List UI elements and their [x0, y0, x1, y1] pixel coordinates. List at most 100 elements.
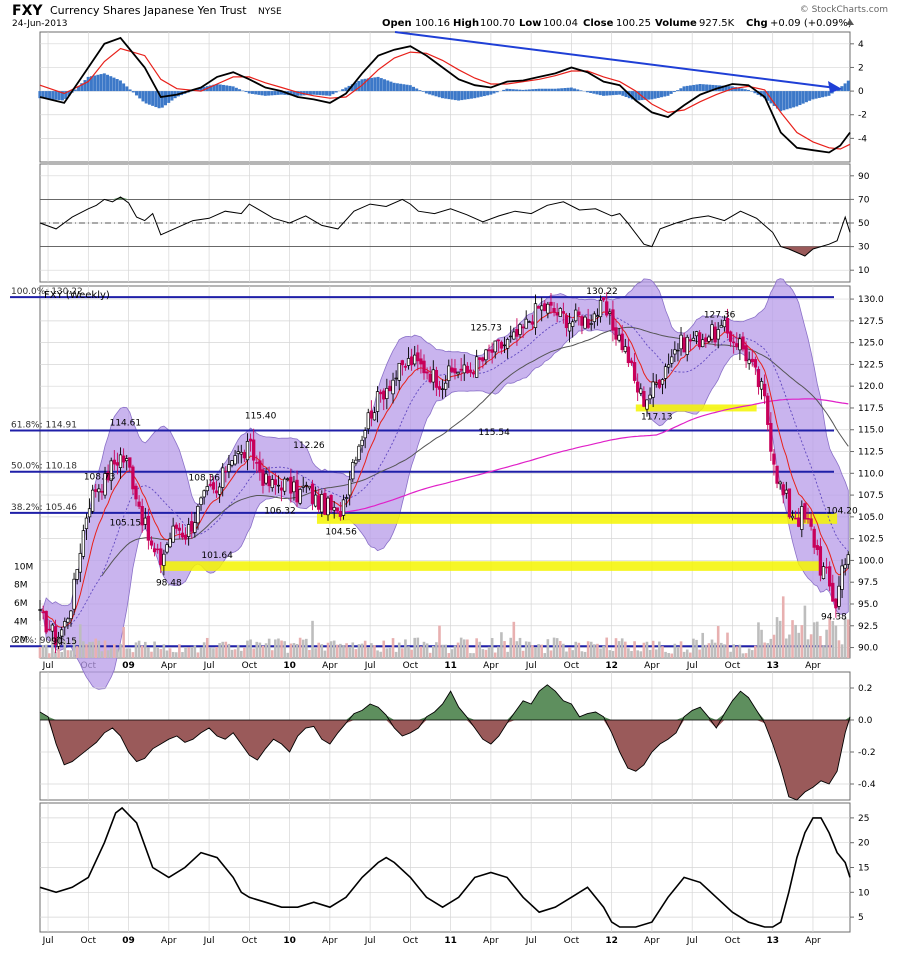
price-annotation: 127.36 [704, 310, 736, 320]
volume-bar [627, 648, 630, 658]
volume-bar [342, 645, 345, 658]
candle-body [801, 507, 804, 530]
volume-bar [763, 643, 766, 658]
price-annotation: 115.40 [245, 411, 277, 421]
candle-body [333, 507, 336, 510]
volume-bar [429, 653, 432, 658]
x-tick-label: Apr [483, 936, 499, 946]
volume-bar [293, 643, 296, 658]
macd-histogram-bar [100, 74, 103, 91]
volume-bar [680, 641, 683, 658]
macd-histogram-bar [415, 88, 418, 91]
volume-bar [810, 634, 813, 658]
y-tick-label: 97.5 [858, 578, 878, 588]
candle-body [206, 487, 209, 491]
x-tick-label: Oct [403, 661, 419, 671]
volume-bar [819, 636, 822, 658]
macd-histogram-bar [702, 84, 705, 91]
macd-histogram-bar [119, 80, 122, 91]
y-tick-label: 30 [858, 243, 870, 253]
candle-body [361, 440, 364, 445]
macd-histogram-bar [554, 89, 557, 91]
candle-body [698, 333, 701, 347]
candle-body [661, 380, 664, 385]
volume-bar [144, 642, 147, 658]
volume-bar [568, 647, 571, 658]
macd-histogram-bar [238, 89, 241, 91]
volume-bar [686, 650, 689, 658]
macd-histogram-bar [692, 85, 695, 91]
candle-body [302, 486, 305, 487]
candle-body [345, 498, 348, 499]
macd-histogram-bar [563, 88, 566, 91]
macd-histogram-bar [322, 91, 325, 95]
macd-histogram-bar [319, 91, 322, 95]
macd-histogram-bar [847, 81, 850, 91]
close-value: 100.25 [616, 18, 651, 29]
candle-body [531, 322, 534, 324]
candle-body [639, 389, 642, 393]
macd-histogram-bar [93, 75, 96, 91]
macd-histogram-bar [802, 91, 805, 104]
macd-histogram-bar [660, 91, 663, 97]
candle-body [200, 498, 203, 505]
volume-bar [813, 622, 816, 658]
volume-bar [838, 640, 841, 658]
volume-bar [841, 644, 844, 658]
volume-bar [379, 652, 382, 658]
volume-bar [779, 621, 782, 658]
volume-bar [389, 648, 392, 658]
volume-tick-label: 8M [14, 581, 28, 591]
y-tick-label: 2 [858, 63, 864, 73]
volume-bar [252, 649, 255, 658]
y-tick-label: 92.5 [858, 622, 878, 632]
volume-label: Volume [655, 18, 697, 29]
volume-bar [330, 641, 333, 658]
volume-bar [531, 645, 534, 658]
macd-histogram-bar [270, 91, 273, 95]
macd-histogram-bar [467, 91, 470, 99]
volume-bar [178, 644, 181, 658]
candle-body [51, 625, 54, 631]
macd-histogram-bar [679, 88, 682, 91]
candle-body [686, 337, 689, 354]
volume-bar [674, 644, 677, 658]
candle-body [714, 327, 717, 342]
volume-bar [283, 641, 286, 658]
macd-histogram-bar [460, 91, 463, 100]
macd-histogram-bar [589, 91, 592, 93]
volume-bar [156, 647, 159, 658]
volume-bar [243, 648, 246, 658]
y-tick-label: 0.2 [858, 684, 872, 694]
candle-body [342, 500, 345, 516]
candle-body [519, 324, 522, 334]
x-tick-label: 11 [444, 936, 457, 946]
price-annotation: 108.36 [189, 473, 221, 483]
macd-histogram-bar [129, 89, 132, 91]
candle-body [386, 388, 389, 398]
candle-body [122, 456, 125, 462]
macd-histogram-bar [534, 89, 537, 91]
candle-body [82, 531, 85, 557]
candle-body [141, 506, 144, 525]
candle-body [389, 386, 392, 390]
candle-body [627, 347, 630, 363]
candle-body [609, 312, 612, 314]
volume-bar [125, 648, 128, 658]
x-tick-label: Oct [403, 936, 419, 946]
macd-histogram-bar [789, 91, 792, 108]
volume-bar [776, 617, 779, 658]
candle-body [667, 365, 670, 367]
macd-histogram-bar [425, 91, 428, 93]
candle-body [664, 367, 667, 379]
macd-histogram-bar [132, 91, 135, 92]
candle-body [785, 490, 788, 493]
candle-body [621, 334, 624, 350]
volume-bar [797, 633, 800, 658]
volume-bar [723, 644, 726, 658]
volume-bar [166, 650, 169, 658]
volume-bar [423, 642, 426, 658]
volume-bar [478, 642, 481, 658]
x-tick-label: 12 [605, 936, 618, 946]
